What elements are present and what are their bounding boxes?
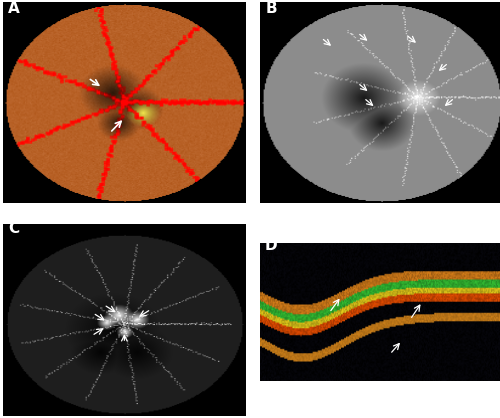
Text: D: D	[264, 239, 277, 253]
Text: C: C	[8, 221, 19, 236]
Text: A: A	[8, 0, 20, 15]
Text: B: B	[266, 0, 277, 15]
